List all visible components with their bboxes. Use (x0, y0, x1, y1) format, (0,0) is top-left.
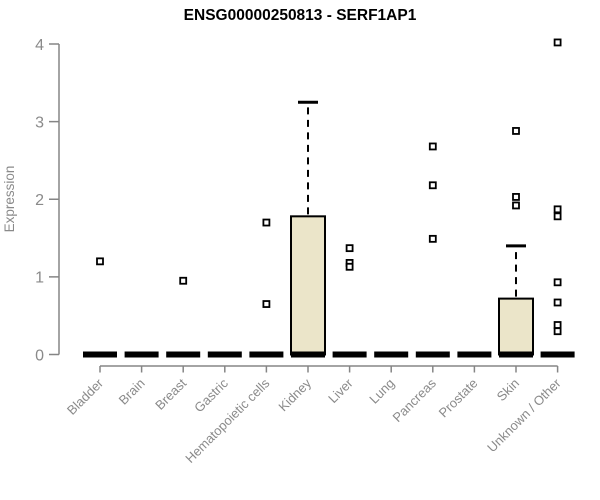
outlier-point (553, 38, 562, 47)
outlier-point (553, 321, 562, 329)
boxplot-group-liver (332, 244, 367, 358)
outlier-point (428, 142, 437, 151)
x-tick-label-prostate: Prostate (436, 376, 481, 421)
y-tick-label-2: 2 (35, 192, 44, 209)
x-tick-label-gastric: Gastric (191, 375, 231, 415)
outlier-point (262, 300, 271, 308)
y-tick-label-1: 1 (35, 270, 44, 287)
y-axis-title: Expression (2, 166, 17, 233)
x-tick-label-brain: Brain (116, 376, 148, 408)
outlier-point (345, 262, 354, 271)
chart-title: ENSG00000250813 - SERF1AP1 (184, 7, 417, 24)
outlier-point (512, 127, 520, 135)
boxplot-group-hematopoietic-cells (249, 218, 284, 358)
outlier-point (553, 205, 562, 214)
x-tick-label-liver: Liver (325, 375, 356, 406)
x-tick-label-unknown-other: Unknown / Other (484, 375, 564, 455)
box-iqr (290, 215, 326, 356)
outlier-point (96, 257, 104, 266)
y-tick-label-0: 0 (35, 347, 44, 364)
boxplot-group-kidney (290, 100, 326, 358)
boxplot-group-bladder (83, 257, 117, 358)
boxplot-group-unknown-other (540, 38, 575, 358)
outlier-point (512, 193, 520, 201)
y-tick-label-4: 4 (35, 37, 44, 54)
x-tick-label-bladder: Bladder (64, 375, 107, 418)
outlier-point (553, 298, 562, 307)
outlier-point (512, 201, 520, 210)
x-tick-label-skin: Skin (494, 376, 522, 404)
x-tick-label-breast: Breast (152, 375, 189, 412)
boxplot-group-breast (166, 276, 201, 358)
outlier-point (345, 244, 354, 253)
outlier-point (179, 276, 188, 285)
boxplot-group-skin (498, 127, 534, 358)
outlier-point (553, 212, 562, 221)
outlier-point (553, 278, 562, 287)
boxplot-group-pancreas (415, 142, 450, 358)
outlier-point (262, 218, 271, 227)
box-iqr (498, 297, 534, 356)
outlier-point (428, 234, 437, 243)
x-tick-label-lung: Lung (366, 376, 397, 407)
x-tick-label-kidney: Kidney (275, 375, 314, 414)
y-tick-label-3: 3 (35, 114, 44, 131)
outlier-point (428, 181, 437, 190)
outlier-point (553, 327, 562, 336)
x-tick-label-pancreas: Pancreas (389, 375, 439, 425)
